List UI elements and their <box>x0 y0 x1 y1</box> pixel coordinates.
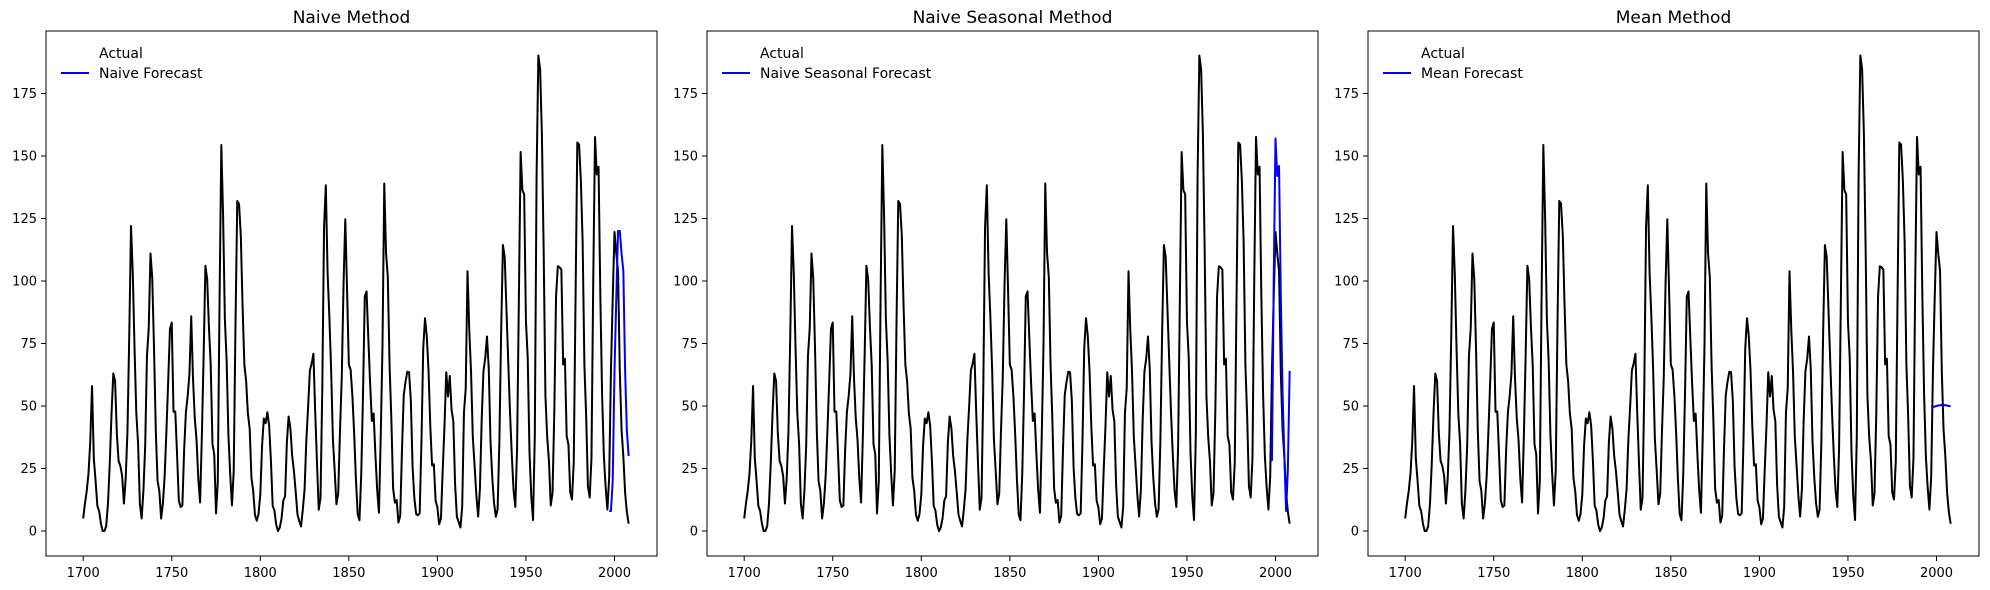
y-tick-label: 75 <box>681 337 698 352</box>
x-tick-label: 1700 <box>67 566 100 581</box>
x-tick-label: 1950 <box>509 566 542 581</box>
x-tick-label: 1800 <box>905 566 938 581</box>
x-tick-label: 2000 <box>1920 566 1953 581</box>
y-tick-label: 25 <box>681 462 698 477</box>
y-tick-label: 150 <box>1334 150 1359 165</box>
legend-label-actual: Actual <box>760 46 804 62</box>
series-line-forecast <box>609 230 630 512</box>
x-tick-label: 1700 <box>728 566 761 581</box>
y-tick-label: 175 <box>12 87 37 102</box>
chart-title: Naive Seasonal Method <box>913 8 1113 28</box>
series-line-actual <box>743 54 1291 532</box>
y-tick-label: 25 <box>20 462 37 477</box>
x-tick-label: 1900 <box>421 566 454 581</box>
x-tick-label: 1850 <box>332 566 365 581</box>
x-tick-label: 1700 <box>1389 566 1422 581</box>
legend-label-actual: Actual <box>99 46 143 62</box>
legend-label-forecast: Naive Forecast <box>99 66 203 82</box>
plot-area <box>46 31 657 556</box>
y-tick-label: 100 <box>673 275 698 290</box>
x-tick-label: 1900 <box>1743 566 1776 581</box>
plot-frame <box>45 30 658 557</box>
y-tick-label: 50 <box>681 400 698 415</box>
series-line-forecast <box>1931 404 1951 409</box>
y-tick-label: 75 <box>1342 337 1359 352</box>
y-tick-label: 125 <box>673 212 698 227</box>
x-tick-label: 1950 <box>1170 566 1203 581</box>
y-tick-label: 0 <box>690 525 698 540</box>
legend-label-forecast: Mean Forecast <box>1421 66 1523 82</box>
legend-label-forecast: Naive Seasonal Forecast <box>760 66 932 82</box>
chart-title: Naive Method <box>293 8 411 28</box>
x-tick-label: 1800 <box>244 566 277 581</box>
x-tick-label: 1800 <box>1566 566 1599 581</box>
chart-panel-naive-seasonal: Naive Seasonal Method 1700 1750 1800 1850 19… <box>673 8 1319 581</box>
y-tick-label: 175 <box>673 87 698 102</box>
plot-frame <box>1367 30 1980 557</box>
y-tick-label: 150 <box>12 150 37 165</box>
y-tick-label: 0 <box>1351 525 1359 540</box>
y-tick-label: 50 <box>20 400 37 415</box>
y-tick-label: 125 <box>12 212 37 227</box>
x-tick-label: 1950 <box>1831 566 1864 581</box>
y-tick-label: 75 <box>20 337 37 352</box>
y-tick-label: 100 <box>12 275 37 290</box>
y-tick-label: 25 <box>1342 462 1359 477</box>
legend-label-actual: Actual <box>1421 46 1465 62</box>
series-line-actual <box>1404 54 1952 532</box>
y-tick-label: 0 <box>29 525 37 540</box>
x-tick-label: 1850 <box>993 566 1026 581</box>
x-tick-label: 1750 <box>155 566 188 581</box>
series-line-actual <box>82 54 630 532</box>
x-tick-label: 1750 <box>816 566 849 581</box>
plot-frame <box>706 30 1319 557</box>
chart-panel-naive: Naive Method 1700 1750 1800 1850 1900 1950 200… <box>12 8 658 581</box>
y-tick-label: 175 <box>1334 87 1359 102</box>
plot-area <box>707 31 1318 556</box>
chart-panel-mean: Mean Method 1700 1750 1800 1850 1900 1950 2000… <box>1334 8 1980 581</box>
y-tick-label: 50 <box>1342 400 1359 415</box>
plot-area <box>1368 31 1979 556</box>
x-tick-label: 1850 <box>1654 566 1687 581</box>
x-tick-label: 1900 <box>1082 566 1115 581</box>
y-tick-label: 100 <box>1334 275 1359 290</box>
y-tick-label: 150 <box>673 150 698 165</box>
series-line-forecast <box>1270 137 1291 512</box>
chart-title: Mean Method <box>1616 8 1731 28</box>
x-tick-label: 2000 <box>598 566 631 581</box>
y-tick-label: 125 <box>1334 212 1359 227</box>
x-tick-label: 2000 <box>1259 566 1292 581</box>
x-tick-label: 1750 <box>1477 566 1510 581</box>
